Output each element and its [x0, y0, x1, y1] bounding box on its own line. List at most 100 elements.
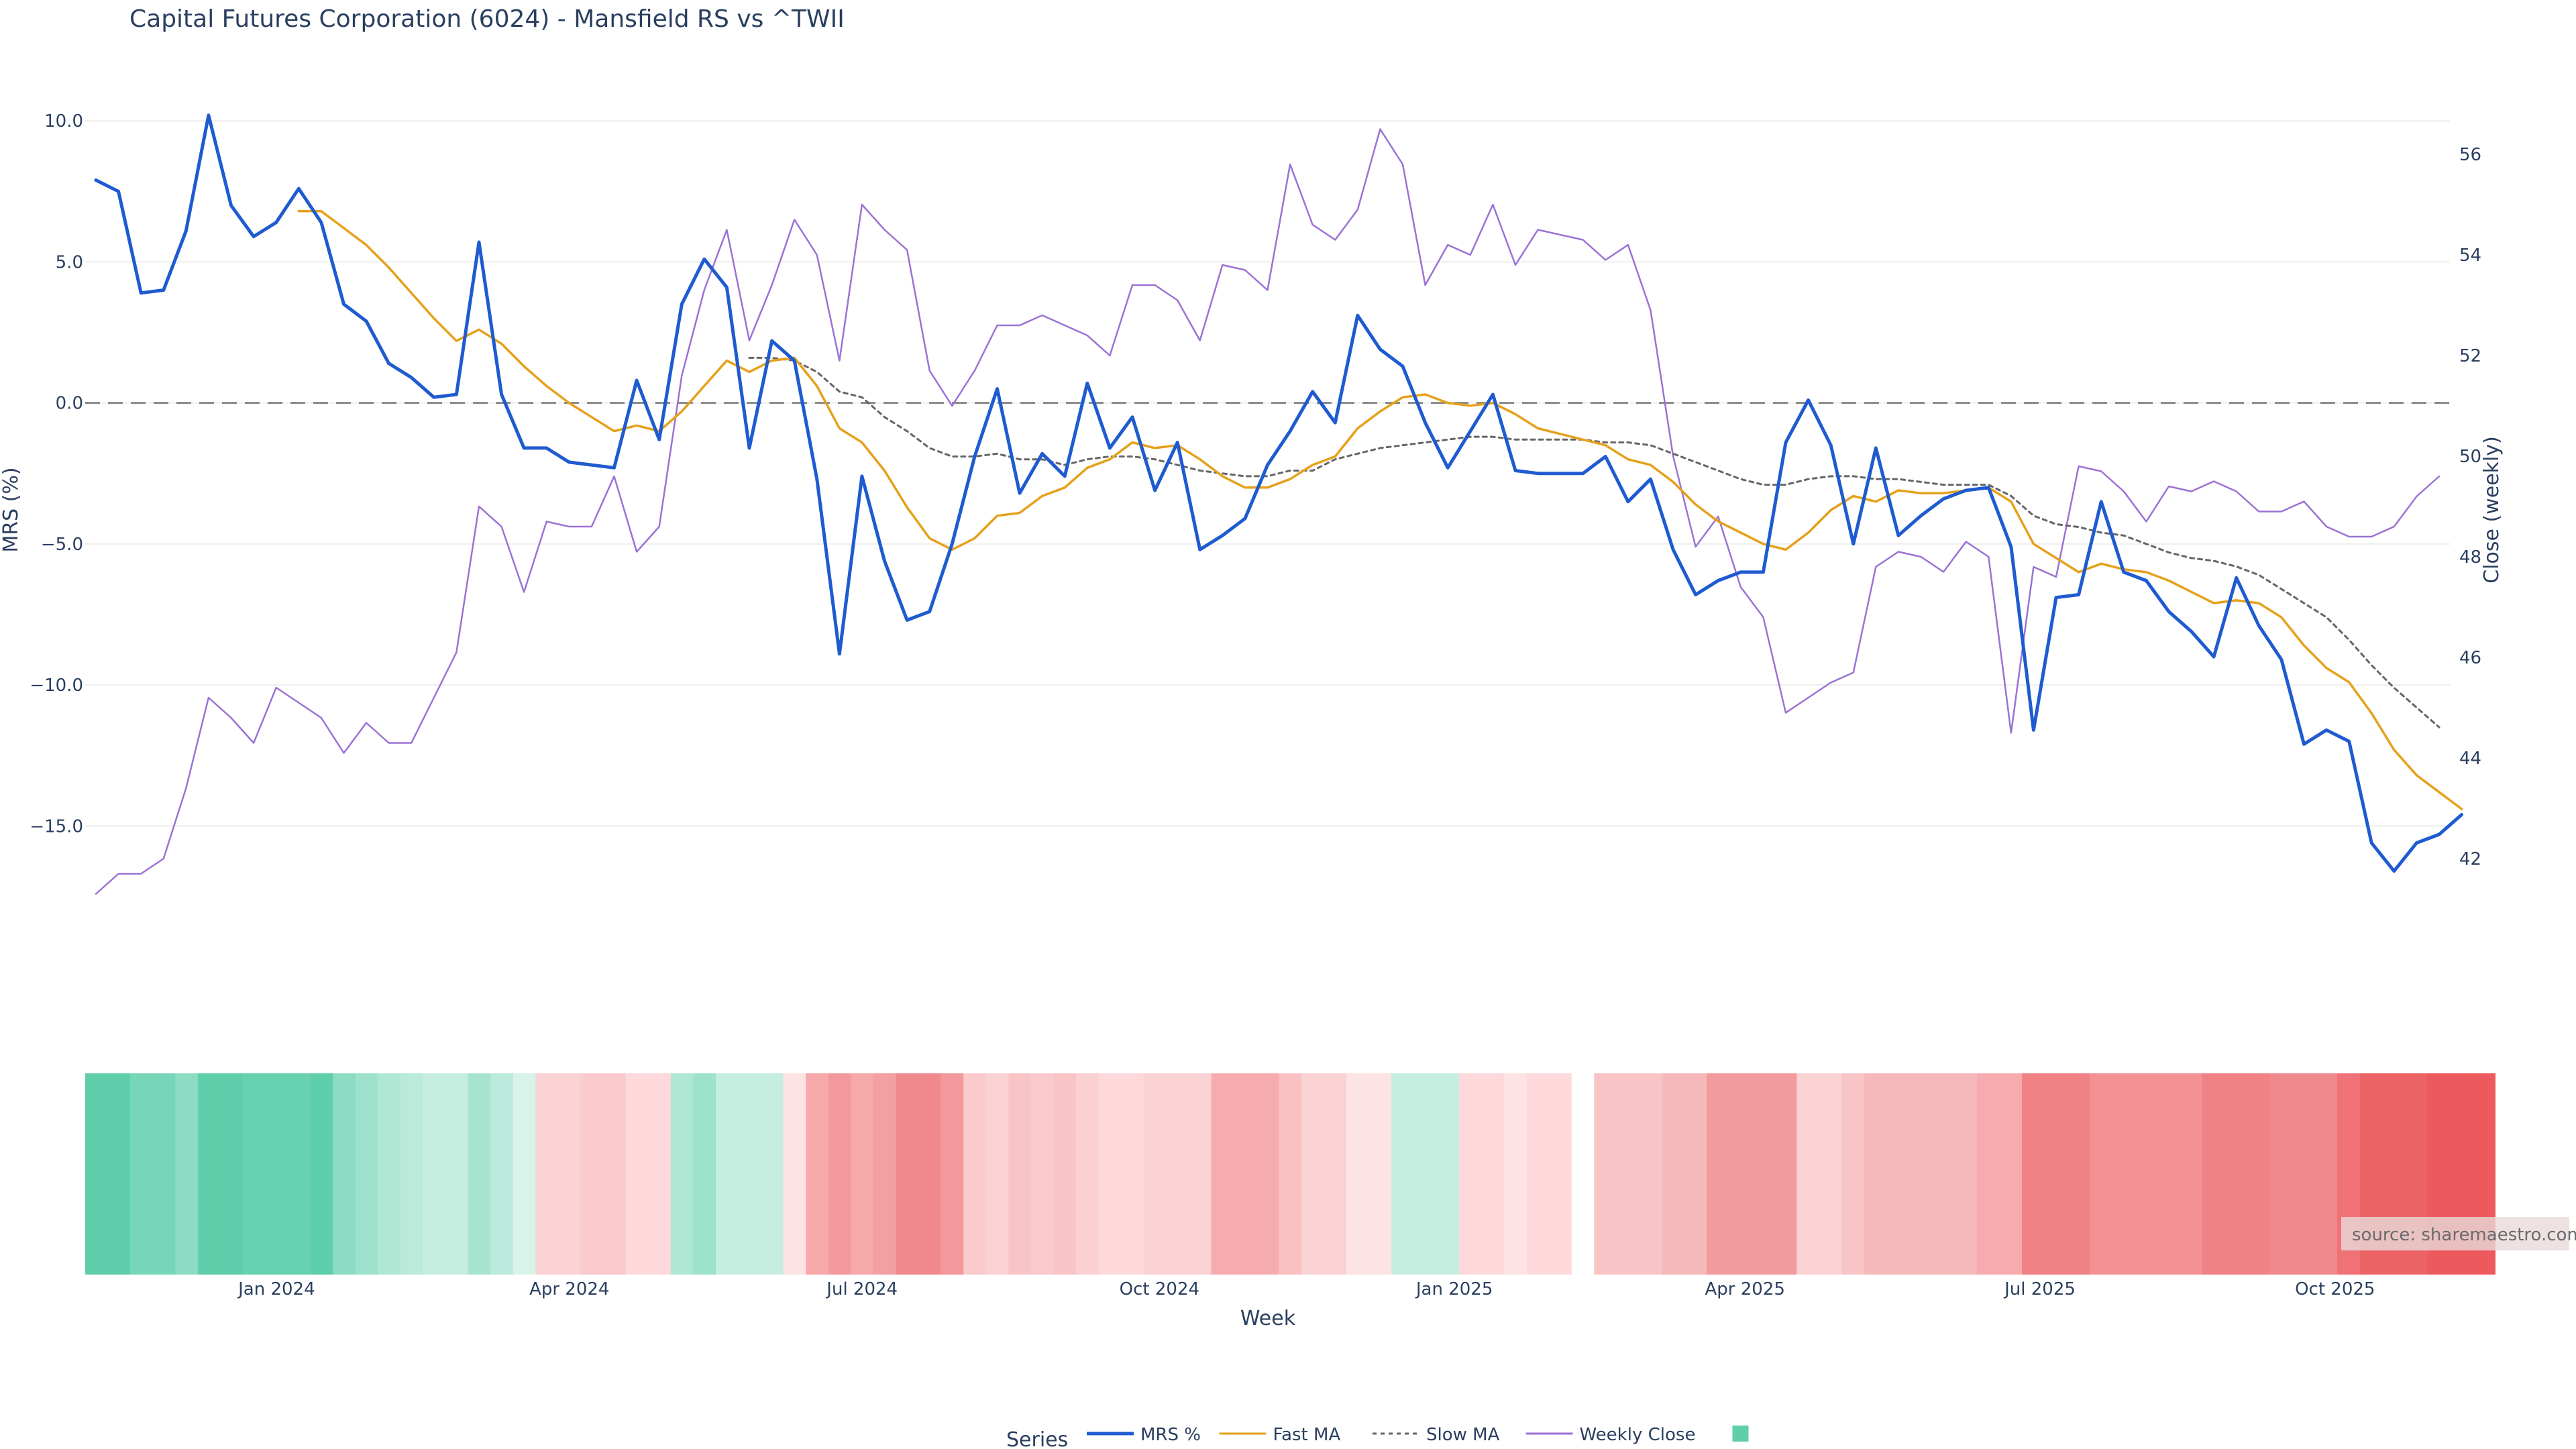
y2-tick-label: 52 — [2459, 346, 2481, 366]
heatmap-cell — [873, 1073, 897, 1275]
heatmap-cell — [1256, 1073, 1280, 1275]
heatmap-cell — [1707, 1073, 1730, 1275]
heatmap-cell — [1211, 1073, 1234, 1275]
heatmap-cell — [1886, 1073, 1911, 1275]
heatmap-cell — [2247, 1073, 2271, 1275]
heatmap-cell — [1143, 1073, 1167, 1275]
heatmap-cell — [716, 1073, 739, 1275]
heatmap-cell — [265, 1073, 288, 1275]
heatmap-cell — [648, 1073, 672, 1275]
legend-title: Series — [1006, 1428, 1068, 1449]
heatmap-cell — [806, 1073, 829, 1275]
legend-item-label: MRS % — [1140, 1425, 1201, 1445]
source-note: source: sharemaestro.com — [2341, 1217, 2576, 1250]
heatmap-cell — [130, 1073, 154, 1275]
heatmap-cell — [1076, 1073, 1099, 1275]
x-axis-title: Week — [1240, 1307, 1296, 1330]
heatmap-cell — [2112, 1073, 2135, 1275]
legend-item-label: Slow MA — [1426, 1425, 1500, 1445]
heatmap-cell — [1121, 1073, 1144, 1275]
chart-title: Capital Futures Corporation (6024) - Man… — [129, 5, 845, 33]
heatmap-cell — [670, 1073, 694, 1275]
heatmap-cell — [1053, 1073, 1077, 1275]
heatmap-cell — [1031, 1073, 1055, 1275]
heatmap-cell — [423, 1073, 446, 1275]
heatmap-cell — [2067, 1073, 2090, 1275]
heatmap-cell — [1504, 1073, 1527, 1275]
y-tick-label: −15.0 — [30, 816, 83, 837]
heatmap-cell — [1684, 1073, 1707, 1275]
heatmap-cell — [1549, 1073, 1572, 1275]
heatmap-cell — [1841, 1073, 1865, 1275]
heatmap-cell — [1616, 1073, 1640, 1275]
heatmap-cell — [85, 1073, 109, 1275]
heatmap-cell — [2180, 1073, 2203, 1275]
heatmap-cell — [1279, 1073, 1302, 1275]
x-tick-label: Jul 2025 — [2003, 1279, 2076, 1299]
heatmap-cell — [1234, 1073, 1257, 1275]
heatmap-cell — [378, 1073, 401, 1275]
heatmap-cell — [2202, 1073, 2226, 1275]
heatmap-cell — [107, 1073, 131, 1275]
heatmap-cell — [738, 1073, 761, 1275]
source-text: source: sharemaestro.com — [2352, 1225, 2576, 1245]
y-tick-label: −5.0 — [41, 535, 83, 555]
heatmap-cell — [1368, 1073, 1392, 1275]
heatmap-cell — [1458, 1073, 1483, 1275]
x-tick-label: Apr 2024 — [529, 1279, 609, 1299]
heatmap-cell — [1301, 1073, 1325, 1275]
gridlines — [85, 120, 2450, 827]
heatmap-cell — [2314, 1073, 2338, 1275]
heatmap-cell — [1391, 1073, 1415, 1275]
heatmap-cell — [1481, 1073, 1505, 1275]
heatmap-cell — [1909, 1073, 1933, 1275]
y2-tick-label: 44 — [2459, 749, 2481, 769]
heatmap-cell — [1346, 1073, 1370, 1275]
y-tick-label: 0.0 — [56, 394, 83, 414]
heatmap-cell — [1413, 1073, 1438, 1275]
legend: Series MRS % Fast MA Slow MA Weekly Close — [1006, 1425, 1749, 1449]
heatmap-cell — [2157, 1073, 2180, 1275]
y-tick-label: 5.0 — [56, 252, 83, 272]
heatmap-cell — [1189, 1073, 1212, 1275]
series-mrs-line — [94, 113, 2464, 873]
x-tick-label: Oct 2024 — [1120, 1279, 1199, 1299]
y2-tick-label: 42 — [2459, 849, 2481, 869]
heatmap-cell — [400, 1073, 424, 1275]
heatmap-cell — [1954, 1073, 1978, 1275]
heatmap-cell — [580, 1073, 604, 1275]
heatmap-cell — [918, 1073, 942, 1275]
heatmap-cell — [175, 1073, 199, 1275]
heatmap-cell — [558, 1073, 582, 1275]
heatmap-cell — [1752, 1073, 1775, 1275]
heatmap-cell — [1931, 1073, 1955, 1275]
heatmap-cell — [1526, 1073, 1550, 1275]
heatmap-cell — [1774, 1073, 1798, 1275]
heatmap-cell — [828, 1073, 852, 1275]
y2-tick-label: 48 — [2459, 547, 2481, 568]
heatmap-cell — [288, 1073, 311, 1275]
legend-item-label: Weekly Close — [1580, 1425, 1696, 1445]
y2-tick-label: 56 — [2459, 145, 2481, 165]
x-tick-label: Jan 2025 — [1415, 1279, 1493, 1299]
heatmap-cell — [963, 1073, 987, 1275]
heatmap-cell — [310, 1073, 334, 1275]
heatmap-cell — [1098, 1073, 1122, 1275]
y-tick-label: 10.0 — [44, 111, 83, 131]
y-tick-label: −10.0 — [30, 676, 83, 696]
heatmap-cell — [985, 1073, 1010, 1275]
series-weekly-close-line — [95, 128, 2440, 895]
heatmap-cell — [220, 1073, 244, 1275]
series-lines — [94, 113, 2464, 895]
heatmap-cell — [1571, 1073, 1595, 1275]
heatmap-cell — [152, 1073, 176, 1275]
x-axis-ticks: Jan 2024 Apr 2024 Jul 2024 Oct 2024 Jan 2025… — [237, 1279, 2375, 1299]
heatmap-cell — [1977, 1073, 2000, 1275]
heatmap-cell — [1594, 1073, 1617, 1275]
heatmap-cell — [1796, 1073, 1820, 1275]
heatmap-cell — [1819, 1073, 1843, 1275]
x-tick-label: Oct 2025 — [2295, 1279, 2375, 1299]
heatmap-cell — [783, 1073, 807, 1275]
heatmap-cell — [625, 1073, 649, 1275]
x-tick-label: Jul 2024 — [825, 1279, 898, 1299]
